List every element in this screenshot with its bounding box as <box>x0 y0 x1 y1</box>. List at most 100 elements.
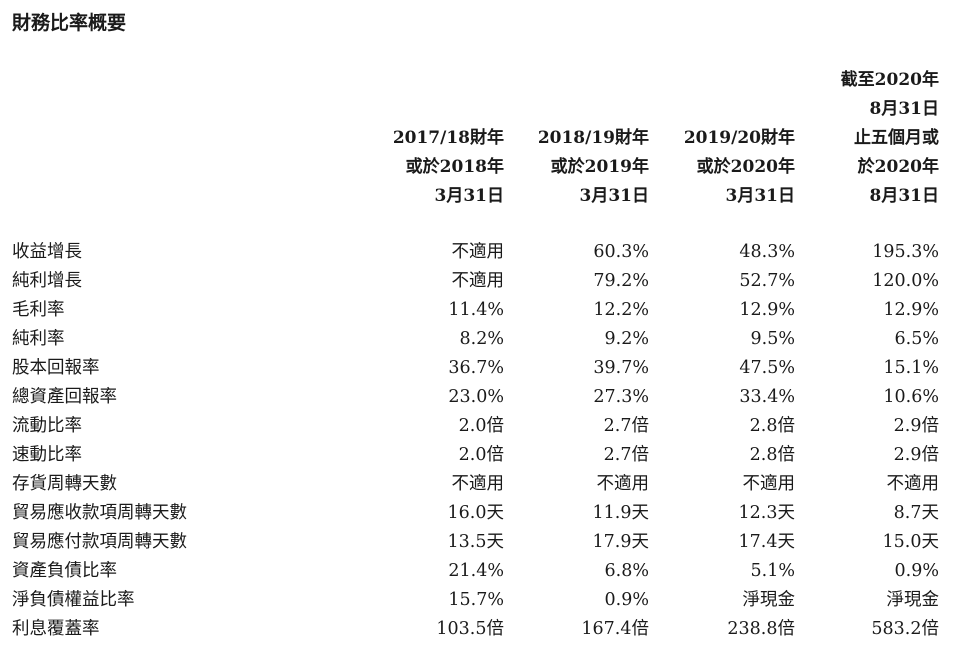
row-label: 收益增長 <box>12 242 82 262</box>
table-cell: 不適用 <box>596 474 650 494</box>
table-cell: 17.4天 <box>738 532 795 552</box>
table-cell: 39.7% <box>593 358 649 378</box>
table-cell: 淨現金 <box>742 590 796 610</box>
row-label: 流動比率 <box>12 416 82 436</box>
header-line: 於2020年 <box>857 157 939 177</box>
header-line: 截至2020年 <box>840 70 939 90</box>
table-cell: 167.4倍 <box>581 619 649 639</box>
column-header-five-months-2020: 截至2020年 8月31日 止五個月或 於2020年 8月31日 <box>841 66 939 211</box>
table-cell: 11.9天 <box>592 503 649 523</box>
table-row: 股本回報率 36.7% 39.7% 47.5% 15.1% <box>0 354 955 383</box>
column-header-fy2019: 2018/19財年 或於2019年 3月31日 <box>538 124 649 211</box>
header-line: 或於2020年 <box>696 157 795 177</box>
row-label: 貿易應收款項周轉天數 <box>12 503 187 523</box>
table-cell: 6.8% <box>604 561 649 581</box>
table-row: 貿易應付款項周轉天數 13.5天 17.9天 17.4天 15.0天 <box>0 528 955 557</box>
table-cell: 0.9% <box>894 561 939 581</box>
table-cell: 2.7倍 <box>603 445 649 465</box>
header-line: 止五個月或 <box>854 128 939 148</box>
table-cell: 12.9% <box>739 300 795 320</box>
table-cell: 120.0% <box>872 271 939 291</box>
table-row: 總資產回報率 23.0% 27.3% 33.4% 10.6% <box>0 383 955 412</box>
table-cell: 12.3天 <box>738 503 795 523</box>
row-label: 速動比率 <box>12 445 82 465</box>
row-label: 純利增長 <box>12 271 82 291</box>
table-cell: 不適用 <box>451 474 505 494</box>
table-row: 貿易應收款項周轉天數 16.0天 11.9天 12.3天 8.7天 <box>0 499 955 528</box>
table-row: 淨負債權益比率 15.7% 0.9% 淨現金 淨現金 <box>0 586 955 615</box>
header-line: 或於2018年 <box>405 157 504 177</box>
table-cell: 不適用 <box>886 474 940 494</box>
table-cell: 60.3% <box>593 242 649 262</box>
row-label: 毛利率 <box>12 300 65 320</box>
table-row: 毛利率 11.4% 12.2% 12.9% 12.9% <box>0 296 955 325</box>
column-header-fy2018: 2017/18財年 或於2018年 3月31日 <box>393 124 504 211</box>
table-cell: 6.5% <box>894 329 939 349</box>
table-cell: 2.0倍 <box>458 445 504 465</box>
table-row: 純利增長 不適用 79.2% 52.7% 120.0% <box>0 267 955 296</box>
table-cell: 8.2% <box>459 329 504 349</box>
table-row: 存貨周轉天數 不適用 不適用 不適用 不適用 <box>0 470 955 499</box>
table-cell: 36.7% <box>448 358 504 378</box>
table-row: 收益增長 不適用 60.3% 48.3% 195.3% <box>0 238 955 267</box>
table-cell: 15.7% <box>448 590 504 610</box>
row-label: 純利率 <box>12 329 65 349</box>
table-cell: 0.9% <box>604 590 649 610</box>
table-cell: 不適用 <box>742 474 796 494</box>
table-cell: 2.8倍 <box>749 416 795 436</box>
row-label: 利息覆蓋率 <box>12 619 100 639</box>
table-cell: 23.0% <box>448 387 504 407</box>
table-cell: 9.2% <box>604 329 649 349</box>
table-cell: 15.0天 <box>882 532 939 552</box>
table-cell: 583.2倍 <box>871 619 939 639</box>
table-cell: 195.3% <box>872 242 939 262</box>
column-header-fy2020: 2019/20財年 或於2020年 3月31日 <box>684 124 795 211</box>
table-cell: 103.5倍 <box>436 619 504 639</box>
table-cell: 12.2% <box>593 300 649 320</box>
row-label: 總資產回報率 <box>12 387 117 407</box>
table-cell: 52.7% <box>739 271 795 291</box>
header-line: 2019/20財年 <box>683 128 795 148</box>
table-cell: 不適用 <box>451 242 505 262</box>
header-line: 2018/19財年 <box>537 128 649 148</box>
row-label: 存貨周轉天數 <box>12 474 117 494</box>
table-cell: 21.4% <box>448 561 504 581</box>
table-row: 資產負債比率 21.4% 6.8% 5.1% 0.9% <box>0 557 955 586</box>
table-cell: 12.9% <box>883 300 939 320</box>
row-label: 淨負債權益比率 <box>12 590 135 610</box>
table-cell: 47.5% <box>739 358 795 378</box>
table-cell: 2.7倍 <box>603 416 649 436</box>
table-cell: 17.9天 <box>592 532 649 552</box>
table-cell: 10.6% <box>883 387 939 407</box>
table-cell: 27.3% <box>593 387 649 407</box>
table-row: 利息覆蓋率 103.5倍 167.4倍 238.8倍 583.2倍 <box>0 615 955 644</box>
table-cell: 13.5天 <box>447 532 504 552</box>
row-label: 貿易應付款項周轉天數 <box>12 532 187 552</box>
table-cell: 2.9倍 <box>893 445 939 465</box>
table-cell: 不適用 <box>451 271 505 291</box>
table-row: 純利率 8.2% 9.2% 9.5% 6.5% <box>0 325 955 354</box>
table-cell: 2.9倍 <box>893 416 939 436</box>
ratio-table-body: 收益增長 不適用 60.3% 48.3% 195.3% 純利增長 不適用 79.… <box>0 238 955 644</box>
table-cell: 5.1% <box>750 561 795 581</box>
header-line: 3月31日 <box>725 186 796 206</box>
table-cell: 16.0天 <box>447 503 504 523</box>
table-cell: 238.8倍 <box>727 619 795 639</box>
table-cell: 8.7天 <box>893 503 939 523</box>
table-cell: 11.4% <box>448 300 504 320</box>
table-cell: 9.5% <box>750 329 795 349</box>
table-cell: 79.2% <box>593 271 649 291</box>
table-cell: 2.8倍 <box>749 445 795 465</box>
table-cell: 2.0倍 <box>458 416 504 436</box>
header-line: 8月31日 <box>869 99 940 119</box>
header-line: 3月31日 <box>579 186 650 206</box>
table-row: 速動比率 2.0倍 2.7倍 2.8倍 2.9倍 <box>0 441 955 470</box>
table-cell: 15.1% <box>883 358 939 378</box>
page-title: 財務比率概要 <box>12 12 127 34</box>
header-line: 8月31日 <box>869 186 940 206</box>
header-line: 或於2019年 <box>550 157 649 177</box>
table-cell: 淨現金 <box>886 590 940 610</box>
row-label: 股本回報率 <box>12 358 100 378</box>
table-row: 流動比率 2.0倍 2.7倍 2.8倍 2.9倍 <box>0 412 955 441</box>
